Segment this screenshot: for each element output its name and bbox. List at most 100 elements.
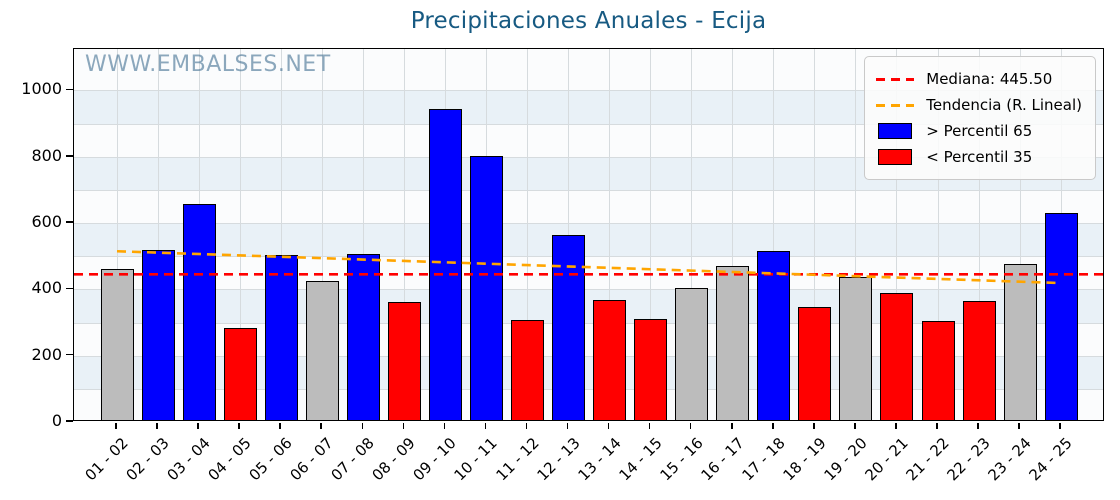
bar-07-08 (346, 253, 380, 420)
legend-item-below-percentile: < Percentil 35 (876, 144, 1082, 170)
h-gridline (74, 256, 1103, 258)
x-tick (197, 423, 199, 429)
legend-trend-label: Tendencia (R. Lineal) (926, 96, 1082, 114)
v-gridline (403, 49, 405, 420)
h-gridline (74, 189, 1103, 191)
h-gridline (74, 388, 1103, 390)
x-tick (607, 423, 610, 429)
bar-06-07 (305, 281, 339, 420)
bar-23-24 (1003, 264, 1037, 420)
bar-15-16 (675, 287, 709, 420)
bar-16-17 (716, 265, 750, 420)
x-tick (813, 423, 815, 429)
bar-22-23 (962, 300, 996, 420)
y-tick (66, 154, 73, 157)
h-gridline (74, 223, 1103, 225)
v-gridline (239, 49, 241, 420)
x-tick (854, 423, 856, 429)
h-gridline (74, 123, 1103, 125)
v-gridline (362, 49, 364, 420)
bar-24-25 (1044, 213, 1078, 420)
x-tick (279, 423, 281, 429)
bar-03-04 (182, 203, 216, 420)
y-tick-label: 200 (31, 344, 62, 364)
trend-dash-icon (876, 103, 915, 107)
y-tick (66, 287, 73, 290)
y-tick-label: 0 (51, 411, 62, 430)
legend-item-median: Mediana: 445.50 (876, 66, 1082, 92)
v-gridline (568, 49, 570, 420)
h-gridline (74, 355, 1103, 357)
y-tick-label: 600 (31, 212, 62, 232)
median-dash-icon (876, 77, 915, 81)
y-tick (66, 88, 73, 91)
h-gridline (74, 156, 1103, 158)
v-gridline (732, 49, 734, 420)
y-tick (66, 221, 73, 223)
v-gridline (116, 49, 118, 420)
x-tick (1059, 423, 1061, 429)
bar-17-18 (757, 250, 791, 420)
background-stripe (74, 223, 1103, 257)
h-gridline (74, 289, 1103, 291)
x-tick (895, 423, 897, 429)
legend-below-label: < Percentil 35 (926, 148, 1033, 166)
legend-item-above-percentile: > Percentil 65 (876, 118, 1082, 144)
x-tick (115, 423, 117, 429)
x-tick (525, 423, 528, 429)
y-tick-label: 400 (31, 278, 62, 298)
x-tick (772, 423, 774, 429)
bar-05-06 (264, 254, 298, 420)
x-tick (484, 423, 487, 429)
v-gridline (691, 49, 693, 420)
v-gridline (527, 49, 528, 420)
bar-02-03 (141, 249, 175, 420)
y-tick (66, 420, 73, 422)
v-gridline (650, 49, 652, 420)
plot-area: WWW.EMBALSES.NET Mediana: 445.50 Tendenc… (73, 48, 1104, 421)
x-tick (936, 423, 938, 429)
x-tick (238, 423, 240, 429)
x-tick (566, 423, 569, 429)
v-gridline (773, 49, 775, 420)
x-tick (320, 423, 323, 429)
bar-04-05 (223, 328, 257, 420)
v-gridline (157, 49, 159, 420)
blue-patch-icon (876, 123, 914, 139)
bar-21-22 (921, 321, 955, 420)
x-tick (361, 423, 364, 429)
v-gridline (937, 49, 939, 420)
background-stripe (74, 289, 1103, 323)
v-gridline (896, 49, 898, 420)
chart-title: Precipitaciones Anuales - Ecija (410, 8, 767, 34)
y-tick-label: 1000 (21, 79, 62, 99)
v-gridline (1019, 49, 1021, 420)
y-tick (66, 353, 73, 356)
bar-10-11 (469, 156, 503, 420)
legend-above-label: > Percentil 65 (926, 122, 1033, 140)
bar-12-13 (552, 235, 586, 420)
x-tick (443, 423, 446, 429)
bar-09-10 (428, 109, 462, 420)
x-tick (156, 423, 158, 429)
bar-01-02 (100, 269, 134, 420)
bar-14-15 (634, 318, 668, 420)
red-patch-icon (876, 149, 914, 165)
x-tick (689, 423, 692, 429)
y-tick-label: 800 (31, 145, 62, 165)
bar-18-19 (798, 306, 832, 420)
legend-item-trend: Tendencia (R. Lineal) (876, 92, 1082, 118)
v-gridline (280, 49, 282, 420)
x-tick (977, 423, 979, 429)
legend-median-label: Mediana: 445.50 (926, 70, 1053, 88)
v-gridline (978, 49, 980, 420)
legend: Mediana: 445.50 Tendencia (R. Lineal) > … (864, 56, 1096, 180)
v-gridline (814, 49, 816, 420)
bar-13-14 (593, 299, 627, 420)
v-gridline (855, 49, 857, 420)
bar-19-20 (839, 277, 873, 420)
x-tick (1018, 423, 1020, 429)
bar-11-12 (511, 319, 544, 420)
h-gridline (74, 322, 1103, 324)
